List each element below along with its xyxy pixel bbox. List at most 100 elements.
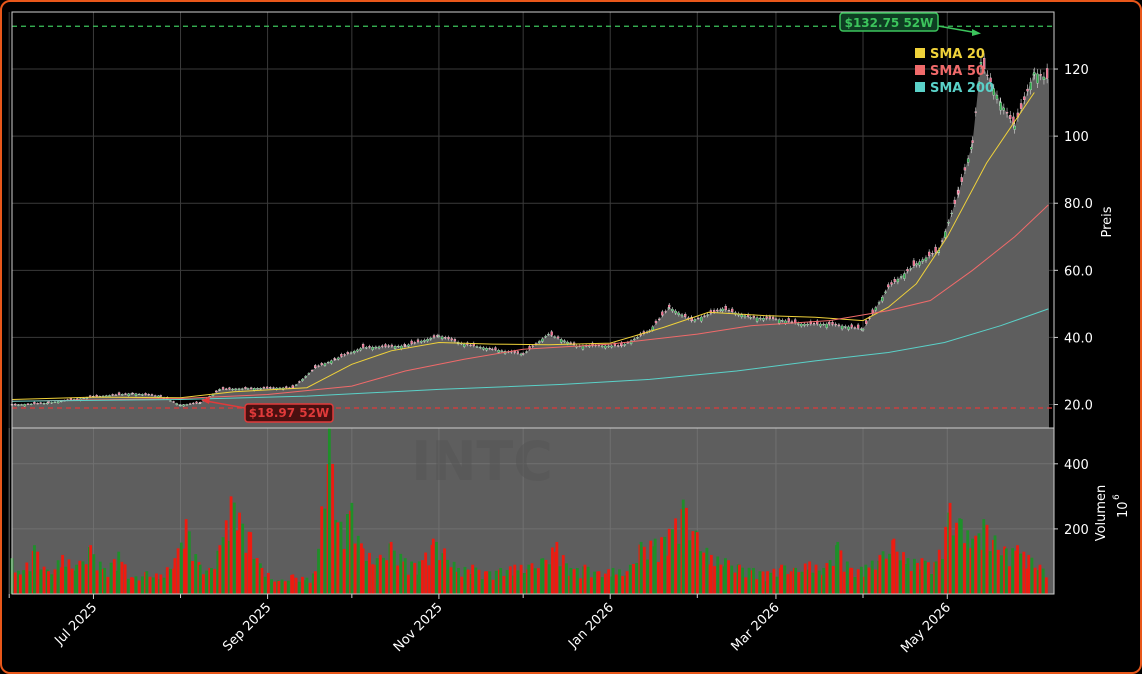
candle-body [353, 351, 356, 354]
candle-body [915, 263, 918, 266]
volume-bar [353, 543, 357, 594]
candle-body [890, 282, 893, 285]
volume-bar [89, 545, 93, 594]
candle-body [192, 402, 195, 404]
candle-body [124, 393, 127, 395]
volume-bar [607, 569, 611, 594]
candle-body [485, 347, 488, 351]
candle-body [800, 323, 803, 327]
xtick-label: Mar 2026 [729, 600, 783, 654]
sma-line-sma20 [11, 92, 1035, 400]
candle-body [909, 268, 912, 270]
sma-line-sma50 [11, 204, 1049, 402]
candle-body [393, 346, 397, 349]
candle-body [69, 398, 73, 400]
candle-body [771, 316, 775, 319]
candle-body [825, 323, 828, 328]
candle-body [693, 319, 697, 322]
volume-bar [117, 551, 121, 594]
candle-body [762, 317, 765, 321]
candle-body [482, 347, 485, 350]
candle-body [944, 231, 947, 238]
volume-bar [1044, 577, 1048, 594]
candle-body [179, 405, 182, 407]
volume-bar [198, 564, 202, 594]
candle-body [658, 318, 661, 320]
candle-body [516, 351, 520, 354]
volume-bar [859, 566, 863, 594]
candle-body [310, 370, 314, 372]
price-ytick-label: 100 [1064, 130, 1089, 145]
candle-body [175, 403, 179, 405]
candle-body [121, 394, 124, 396]
volume-bar [618, 569, 621, 594]
candle-body [111, 394, 114, 396]
volume-bar [930, 574, 933, 594]
candle-body [563, 340, 566, 342]
volume-bar [941, 558, 944, 594]
volume-bar [656, 561, 660, 594]
candle-body [684, 314, 687, 317]
candle-body [114, 394, 118, 396]
candle-body [560, 339, 563, 343]
price-ytick-label: 20.0 [1064, 399, 1093, 414]
price-area [12, 62, 1049, 428]
xtick-label: Nov 2025 [391, 600, 446, 655]
candle-body [865, 320, 868, 324]
candle-body [259, 388, 262, 390]
candle-body [262, 387, 266, 389]
volume-bar [912, 558, 916, 594]
volume-bar [263, 576, 267, 594]
volume-bar [159, 574, 163, 594]
volume-bar [677, 543, 681, 594]
volume-bar [28, 571, 32, 594]
volume-bar [70, 568, 74, 594]
candle-body [992, 88, 995, 96]
volume-bar [360, 543, 363, 594]
volume-bar [794, 567, 798, 594]
candle-body [607, 345, 610, 347]
candle-body [272, 387, 275, 389]
candle-body [977, 81, 981, 86]
candle-body [844, 326, 847, 328]
volume-bar [317, 548, 320, 594]
volume-bar [382, 557, 385, 594]
volume-bar [305, 577, 309, 594]
volume-bar [431, 538, 435, 594]
volume-bar [769, 572, 773, 594]
candle-body [343, 354, 346, 356]
candle-body [420, 340, 423, 343]
volume-bar [948, 502, 952, 594]
volume-bar [131, 577, 135, 594]
candle-body [150, 394, 154, 396]
volume-bar [407, 574, 410, 594]
volume-bar [758, 571, 762, 594]
candle-body [887, 284, 890, 288]
candle-body [667, 307, 670, 309]
candle-body [847, 326, 850, 330]
volume-bar [421, 560, 424, 594]
volume-bar [1019, 553, 1023, 594]
volume-bar [980, 549, 984, 594]
volume-bar [786, 574, 790, 594]
candle-body [636, 337, 639, 339]
volume-bar [898, 560, 902, 594]
volume-bar [738, 564, 741, 594]
high-52w-annotation: $132.75 52W [839, 12, 981, 36]
volume-bar [519, 564, 523, 594]
sma-line-sma200 [11, 308, 1049, 402]
volume-bar [134, 576, 138, 594]
candle-body [500, 350, 504, 352]
volume-bar [385, 560, 389, 594]
candle-body [330, 360, 333, 364]
candle-body [822, 323, 825, 325]
volume-bar [959, 519, 963, 594]
volume-bar [140, 576, 144, 594]
candle-body [544, 336, 547, 338]
candle-body [147, 394, 150, 396]
candle-body [616, 345, 620, 347]
candle-body [541, 338, 544, 342]
volume-bar [244, 552, 248, 594]
volume-bar [555, 541, 559, 594]
volume-bar [916, 562, 919, 594]
